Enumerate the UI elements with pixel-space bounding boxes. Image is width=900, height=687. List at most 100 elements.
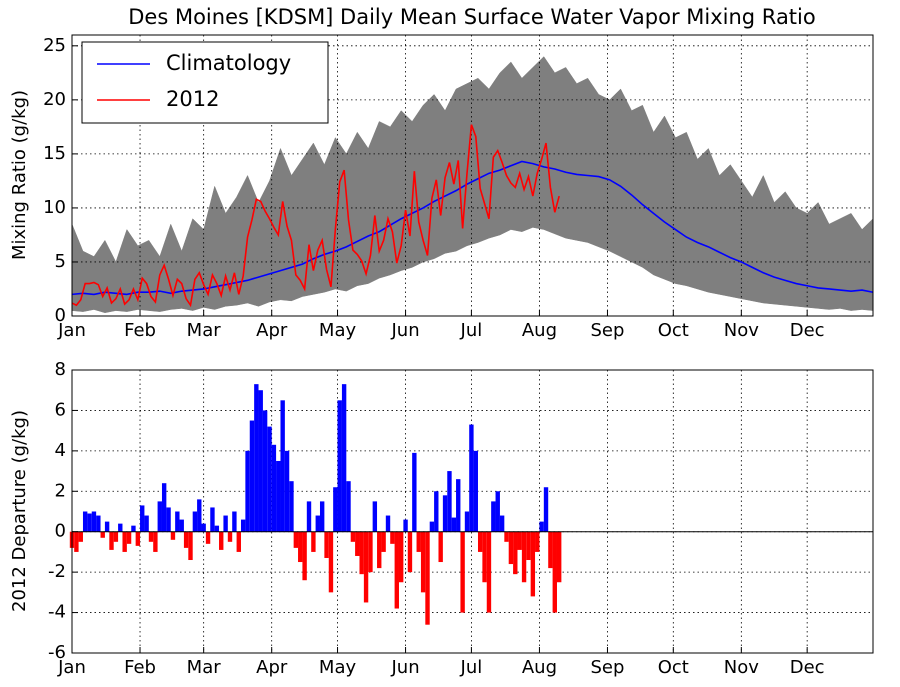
y-tick-label: 5 [55,251,66,272]
bar [118,523,123,532]
bar [377,531,382,569]
bar [381,531,386,552]
bar [144,515,149,532]
bar [517,531,522,550]
bar [473,450,478,532]
bar [82,511,88,532]
bar [425,531,430,625]
bar [513,531,518,575]
bar [460,531,465,613]
x-tick-label: Sep [590,320,624,341]
bar [91,511,97,532]
bar [482,531,487,583]
bar [223,515,228,532]
bar [412,452,417,532]
y-tick-label: 15 [43,143,66,164]
bar [337,400,342,532]
bar [398,531,404,583]
y-tick-label: 10 [43,197,66,218]
bar [464,511,470,532]
bar [543,487,549,532]
x-tick-label: Feb [124,657,156,678]
bar [148,531,154,542]
bar [236,531,241,552]
bar [254,384,259,532]
bar [126,531,132,544]
bar [232,511,237,532]
bar [508,531,514,565]
bar [385,515,391,532]
bar [302,531,307,581]
bar [486,531,492,613]
bar [188,531,193,561]
bar [122,531,127,552]
bar [192,511,198,532]
legend-box [81,41,329,124]
y-tick-label: 6 [55,399,66,420]
x-tick-label: Aug [522,657,557,678]
bar [328,531,334,593]
bar [359,531,364,575]
bar [394,531,399,609]
y-axis-label: Mixing Ratio (g/kg) [9,90,30,260]
bar [183,531,189,548]
bar [333,487,338,532]
x-tick-label: Dec [790,320,825,341]
x-tick-label: Jun [391,657,420,678]
bar [556,531,562,583]
bar [227,531,233,542]
bar [298,531,303,563]
bar [499,515,505,532]
bar [451,517,457,532]
bar [153,531,158,552]
y-tick-label: 2 [55,480,66,501]
bar [456,479,461,532]
y-tick-label: 0 [55,521,66,542]
bar [214,525,220,532]
x-tick-label: Jul [460,320,483,341]
bar [469,424,474,532]
bar [197,499,202,532]
bar [245,450,250,532]
bar [271,444,277,532]
bar [289,481,294,532]
bar [363,531,369,603]
bar [131,525,136,532]
bar [442,495,448,532]
bar [78,531,83,542]
bar [438,531,443,563]
bar [267,426,272,532]
x-tick-label: Apr [256,657,288,678]
x-tick-label: Sep [590,657,624,678]
bar [262,410,268,532]
y-tick-label: 0 [55,305,66,326]
chart-title: Des Moines [KDSM] Daily Mean Surface Wat… [128,5,815,29]
x-tick-label: Mar [187,320,222,341]
x-tick-label: Oct [658,320,689,341]
bar [368,531,373,573]
bar [276,460,281,532]
plot-frame [71,34,874,317]
x-tick-label: Jul [460,657,483,678]
bar [372,501,378,532]
bar [548,531,553,569]
y-tick-label: 20 [43,89,66,110]
y-axis-label: 2012 Departure (g/kg) [9,410,30,612]
bar [96,515,101,532]
bar [319,501,325,532]
bar [526,531,531,561]
plot-frame [71,369,874,654]
bar [315,515,320,532]
bar [284,450,290,532]
bar [175,511,180,532]
bar [530,531,536,597]
bar [113,531,119,542]
series-line [71,124,560,308]
x-tick-label: Jun [391,320,420,341]
bar [240,519,246,532]
y-tick-label: -4 [48,602,66,623]
bar [87,513,92,532]
bar [210,507,215,532]
y-tick-label: -6 [48,642,66,663]
